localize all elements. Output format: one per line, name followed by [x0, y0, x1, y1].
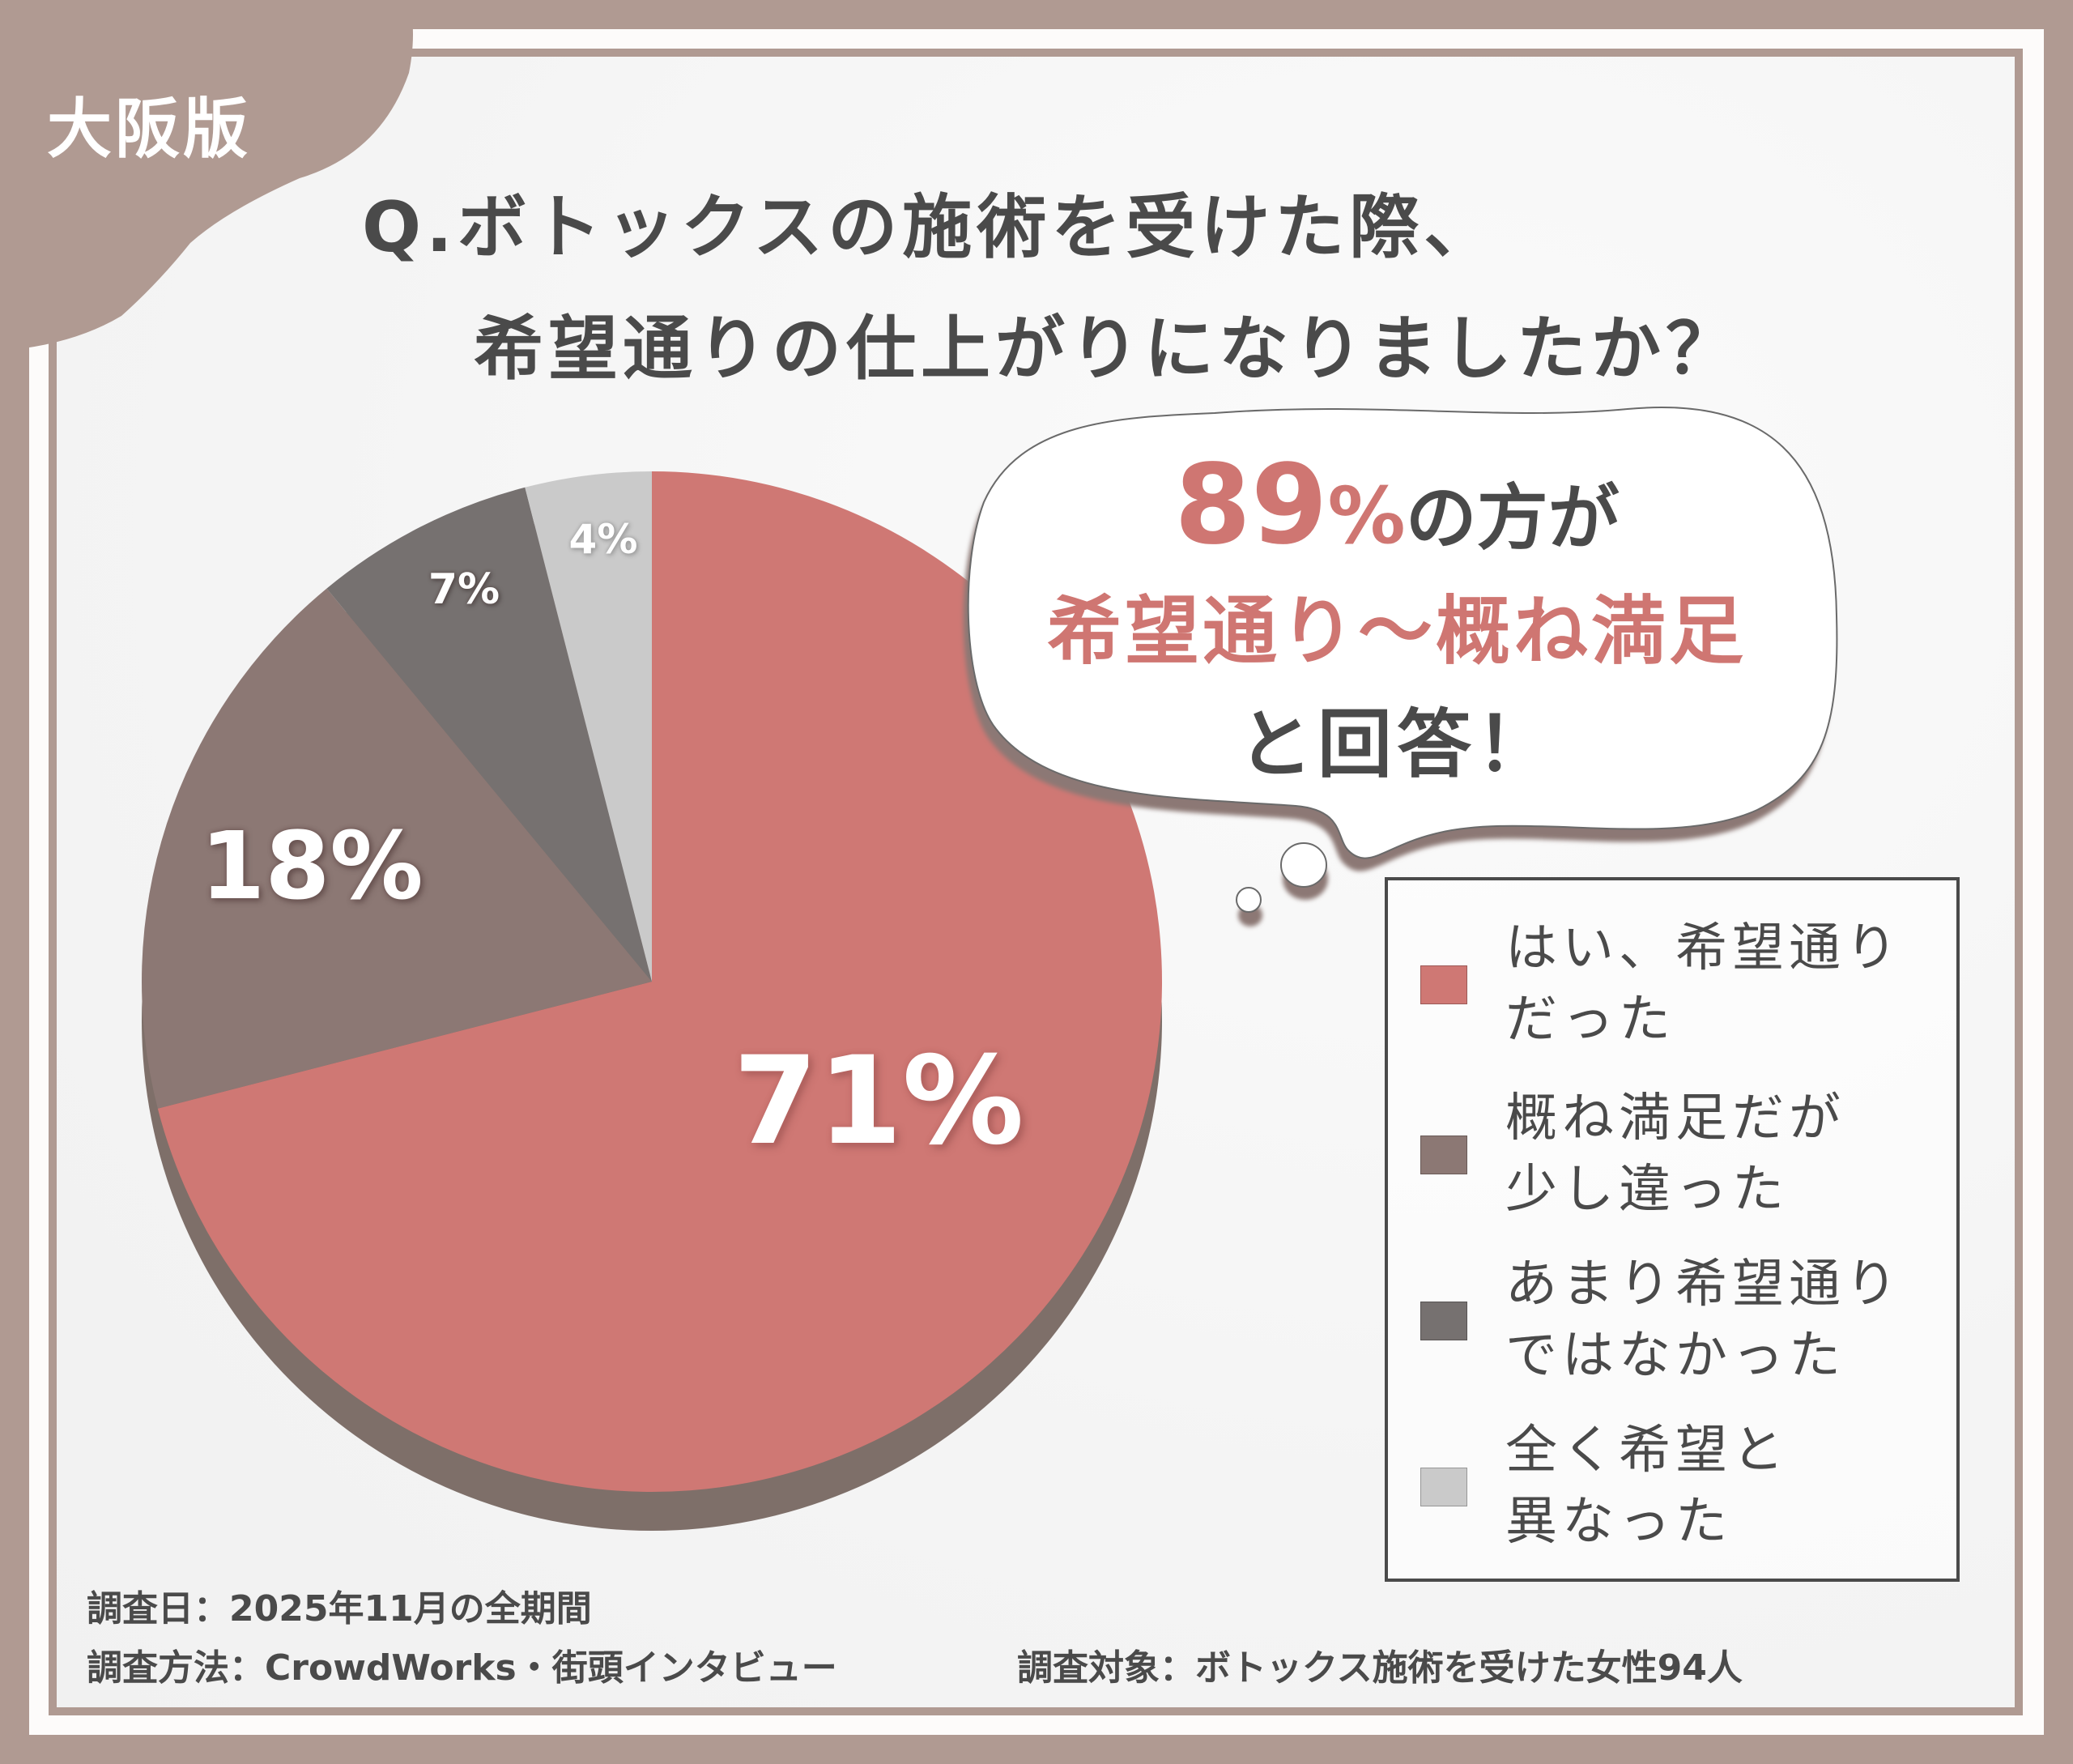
pie-slice-not-really: [326, 487, 652, 982]
legend-swatch-not-at-all: [1420, 1468, 1467, 1506]
legend-item-yes: はい、希望通り だった: [1388, 913, 1956, 1075]
thought-dot-large: [1280, 842, 1327, 888]
region-badge: 大阪版: [47, 92, 251, 167]
chart-legend: はい、希望通り だった 概ね満足だが 少し違った あまり希望通り ではなかった …: [1385, 877, 1960, 1582]
pie-slice-mostly: [142, 588, 652, 1109]
question-title-line1: Q.ボトックスの施術を受けた際、: [362, 187, 1499, 268]
callout-percent-number: 89: [1174, 441, 1328, 569]
thought-dot-small: [1236, 887, 1262, 913]
survey-date: 調査日：2025年11月の全期間: [87, 1588, 592, 1630]
question-title-line2: 希望通りの仕上がりになりましたか？: [474, 309, 1740, 390]
survey-method: 調査方法：CrowdWorks・街頭インタビュー: [87, 1647, 837, 1689]
legend-item-not-really: あまり希望通り ではなかった: [1388, 1249, 1956, 1411]
callout-percent-sign: %: [1327, 471, 1406, 561]
legend-label-mostly: 概ね満足だが 少し違った: [1505, 1089, 1845, 1220]
legend-swatch-mostly: [1420, 1136, 1467, 1174]
pie-label-not-really: 7%: [428, 565, 500, 614]
legend-swatch-yes: [1420, 965, 1467, 1004]
legend-label-not-really: あまり希望通り ではなかった: [1505, 1255, 1902, 1386]
pie-slice-not-at-all: [525, 471, 652, 982]
legend-label-yes: はい、希望通り だった: [1505, 918, 1902, 1050]
legend-item-not-at-all: 全く希望と 異なった: [1388, 1415, 1956, 1577]
pie-label-yes: 71%: [733, 1031, 1024, 1172]
callout-line3: と回答！: [1237, 701, 1556, 788]
callout-line1-suffix: の方が: [1405, 476, 1620, 560]
callout-line2: 希望通り〜概ね満足: [1046, 588, 1747, 675]
callout-line1: 89%の方が: [972, 441, 1822, 569]
pie-slice-yes: [157, 471, 1163, 1492]
pie-label-not-at-all: 4%: [568, 516, 638, 563]
legend-item-mostly: 概ね満足だが 少し違った: [1388, 1083, 1956, 1245]
legend-swatch-not-really: [1420, 1302, 1467, 1340]
corner-badge-shape: [0, 0, 413, 350]
pie-label-mostly: 18%: [200, 812, 424, 921]
survey-target: 調査対象：ボトックス施術を受けた女性94人: [1017, 1647, 1743, 1689]
speech-bubble: [967, 407, 1838, 859]
legend-label-not-at-all: 全く希望と 異なった: [1505, 1421, 1789, 1552]
